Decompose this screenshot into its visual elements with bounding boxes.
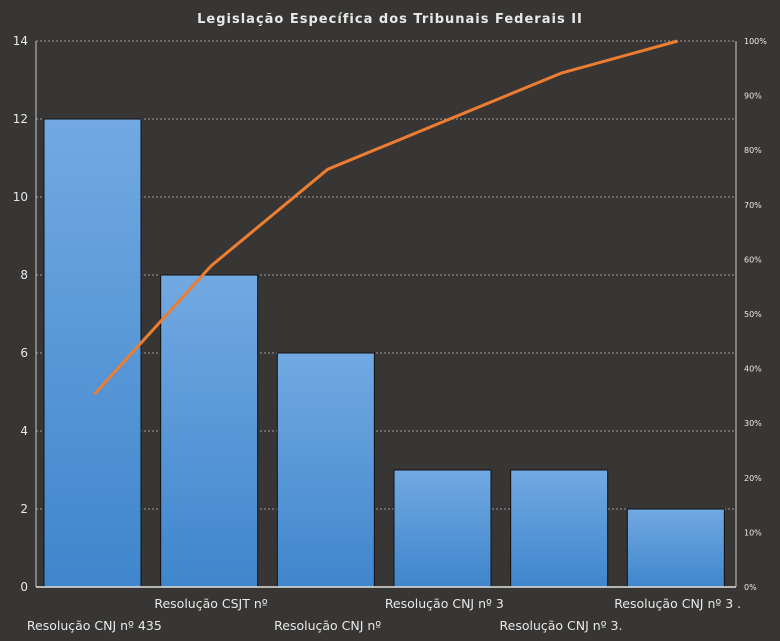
y2-tick-label: 90%	[744, 92, 762, 101]
chart-title: Legislação Específica dos Tribunais Fede…	[197, 12, 583, 27]
y2-tick-label: 20%	[744, 474, 762, 483]
x-tick-label: Resolução CSJT nº	[154, 596, 267, 611]
y-tick-label: 8	[20, 268, 28, 282]
y-tick-label: 4	[20, 424, 28, 438]
bar	[43, 118, 142, 588]
bar	[510, 469, 609, 588]
x-tick-label: Resolução CNJ nº 3	[385, 596, 504, 611]
bar	[276, 352, 375, 588]
y-tick-label: 0	[20, 580, 28, 594]
y2-tick-label: 0%	[744, 583, 757, 592]
bar	[626, 508, 725, 588]
bar	[160, 274, 259, 588]
y2-tick-label: 60%	[744, 255, 762, 264]
x-tick-label: Resolução CNJ nº 3 .	[614, 596, 741, 611]
cumulative-line	[93, 39, 679, 396]
y2-tick-label: 30%	[744, 419, 762, 428]
y2-tick-label: 70%	[744, 201, 762, 210]
x-tick-label: Resolução CNJ nº 3.	[500, 618, 623, 633]
y-tick-label: 2	[20, 502, 28, 516]
y2-tick-label: 50%	[744, 310, 762, 319]
y2-tick-label: 80%	[744, 146, 762, 155]
y2-tick-label: 10%	[744, 528, 762, 537]
y-tick-label: 10	[13, 190, 28, 204]
y-tick-label: 6	[20, 346, 28, 360]
y2-tick-label: 100%	[744, 37, 767, 46]
y-tick-label: 14	[13, 34, 28, 48]
bar	[393, 469, 492, 588]
y-tick-label: 12	[13, 112, 28, 126]
y2-tick-label: 40%	[744, 365, 762, 374]
x-tick-label: Resolução CNJ nº 435	[27, 618, 162, 633]
x-tick-label: Resolução CNJ nº	[274, 618, 381, 633]
